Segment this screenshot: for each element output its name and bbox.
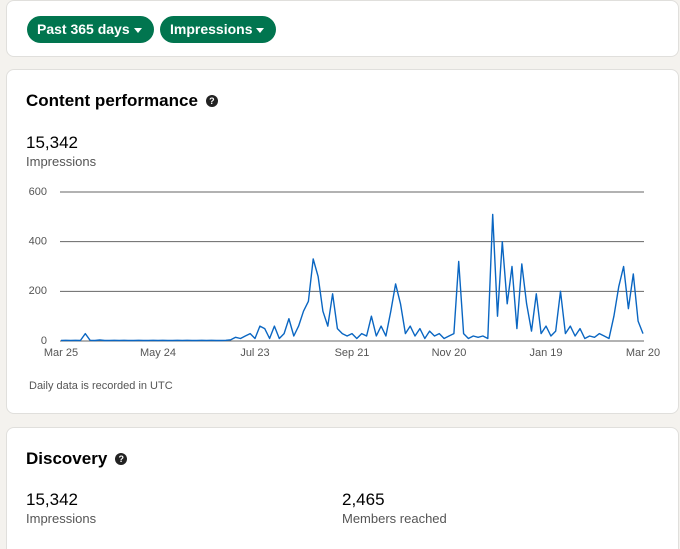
section-title: Discovery [26, 449, 108, 468]
metric-label: Impressions [26, 511, 97, 526]
x-tick-label: Sep 21 [335, 347, 370, 359]
line [60, 213, 644, 342]
section-heading: Content performance? [26, 91, 218, 111]
help-icon[interactable]: ? [205, 95, 218, 107]
metric-label: Members reached [342, 511, 447, 526]
metric-label: Impressions [26, 154, 97, 169]
x-tick-label: Jan 19 [529, 347, 562, 359]
x-tick-label: Nov 20 [432, 347, 467, 359]
note: Daily data is recorded in UTC [29, 380, 173, 392]
y-tick-label: 600 [29, 186, 47, 198]
y-tick-label: 200 [29, 285, 47, 297]
filter-metric[interactable]: Impressions [160, 16, 277, 43]
metric-value: 2,465 [342, 490, 385, 509]
x-tick-label: Jul 23 [240, 347, 269, 359]
x-tick-label: Mar 20 [626, 347, 660, 359]
help-icon[interactable]: ? [115, 453, 128, 465]
y-tick-label: 400 [29, 236, 47, 248]
metric-value: 15,342 [26, 490, 78, 509]
filter-date[interactable]: Past 365 days [27, 16, 154, 43]
section-heading: Discovery? [26, 449, 128, 469]
chart: 0 200 400 600 Mar 25 May 24 Jul 23 Sep 21 Nov 20… [29, 186, 660, 359]
x-tick-label: Mar 25 [44, 347, 78, 359]
discovery-card [6, 427, 679, 549]
x-tick-label: May 24 [140, 347, 176, 359]
metric-value: 15,342 [26, 133, 78, 152]
section-title: Content performance [26, 91, 198, 110]
y-tick-label: 0 [41, 335, 47, 347]
